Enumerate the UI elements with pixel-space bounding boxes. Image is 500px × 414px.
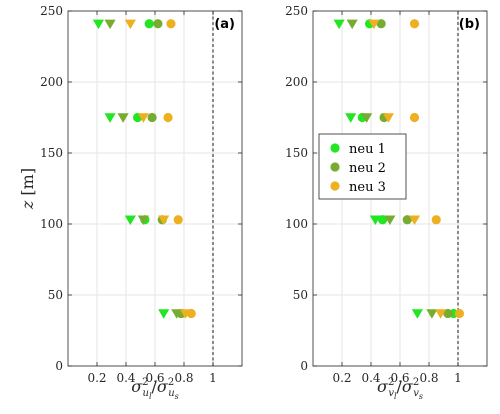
point-a-s2-2: [173, 215, 183, 225]
y-tick-label-b-3: 150: [285, 146, 308, 160]
point-b-s4-3: [426, 309, 438, 319]
x-tick-label-b-1: 0.4: [361, 371, 380, 385]
x-axis-label-a: σ2 ul/σ2 us: [131, 377, 179, 401]
point-b-s3-3: [411, 309, 423, 319]
point-b-s2-2: [431, 215, 441, 225]
point-b-s4-2: [384, 215, 396, 226]
point-b-s5-1: [382, 113, 394, 123]
y-axis-label-a: z [m]: [18, 168, 37, 210]
point-b-s2-3: [454, 308, 465, 319]
point-b-s2-0: [409, 19, 420, 29]
point-b-s3-1: [345, 113, 357, 123]
y-tick-label-b-1: 50: [293, 288, 308, 302]
x-tick-label-b-2: 0.6: [390, 371, 409, 385]
x-tick-label-a-4: 1: [209, 371, 217, 385]
panel-b: 0.2 0.4 0.6 0.8 1 0 50 100 150 200 250 (b) σ2 vl/σ2 vs…: [285, 4, 488, 401]
point-a-s4-0: [104, 19, 116, 30]
point-a-s2-0: [166, 19, 176, 29]
point-a-s3-1: [104, 113, 116, 123]
point-a-s5-3: [179, 309, 192, 319]
x-tick-label-a-0: 0.2: [87, 371, 106, 385]
point-b-s3-0: [333, 19, 345, 30]
y-tick-label-b-5: 250: [285, 4, 308, 18]
point-b-s5-0: [368, 19, 380, 30]
point-b-s4-0: [346, 19, 358, 30]
y-tick-label-a-3: 150: [40, 146, 63, 160]
y-tick-label-a-2: 100: [40, 217, 63, 231]
point-a-s0-0: [144, 19, 154, 29]
x-tick-label-b-3: 0.8: [419, 371, 438, 385]
y-tick-label-a-4: 200: [40, 75, 63, 89]
point-a-s5-2: [158, 215, 170, 226]
point-a-s4-2: [137, 215, 149, 226]
point-a-s1-1: [147, 112, 157, 123]
point-b-s3-2: [369, 215, 381, 226]
legend-marker-2: [330, 181, 340, 191]
point-a-s4-1: [117, 113, 129, 123]
y-tick-label-b-0: 0: [300, 359, 308, 373]
panel-label-a: (a): [214, 17, 235, 32]
y-tick-label-b-2: 100: [285, 217, 308, 231]
point-a-s3-0: [92, 19, 105, 30]
point-b-s5-3: [435, 309, 447, 319]
point-a-s5-0: [124, 19, 136, 30]
point-a-s3-2: [124, 215, 136, 226]
legend-label-2: neu 3: [349, 180, 386, 195]
x-tick-label-b-4: 1: [454, 371, 462, 385]
x-tick-label-b-0: 0.2: [332, 371, 351, 385]
y-tick-label-a-0: 0: [55, 359, 63, 373]
point-a-s3-3: [158, 309, 170, 319]
y-tick-label-a-5: 250: [40, 4, 63, 18]
point-a-s5-1: [137, 113, 149, 123]
y-tick-label-a-1: 50: [48, 288, 63, 302]
legend-marker-0: [330, 143, 340, 153]
point-b-s4-1: [361, 113, 373, 123]
legend: neu 1 neu 2 neu 3: [318, 133, 407, 200]
point-a-s1-0: [153, 19, 163, 29]
point-b-s1-3: [443, 308, 453, 319]
point-a-s2-1: [163, 112, 173, 123]
point-b-s1-2: [402, 215, 412, 225]
legend-label-1: neu 2: [349, 161, 386, 176]
panel-a: 0.2 0.4 0.6 0.8 1 0 50 100 150 200 250 (a) σ2 ul/σ2 us…: [18, 4, 243, 401]
point-a-s4-3: [171, 309, 183, 319]
point-b-s1-0: [376, 19, 386, 29]
point-b-s5-2: [408, 215, 421, 226]
point-b-s2-1: [409, 112, 420, 123]
x-tick-label-a-3: 0.8: [174, 371, 193, 385]
x-tick-label-a-1: 0.4: [116, 371, 135, 385]
point-b-s0-2: [378, 215, 388, 225]
panel-label-b: (b): [459, 17, 480, 32]
legend-label-0: neu 1: [349, 142, 386, 157]
legend-marker-1: [330, 162, 340, 172]
y-tick-label-b-4: 200: [285, 75, 308, 89]
x-axis-label-b: σ2 vl/σ2 vs: [377, 377, 423, 401]
x-tick-label-a-2: 0.6: [145, 371, 164, 385]
